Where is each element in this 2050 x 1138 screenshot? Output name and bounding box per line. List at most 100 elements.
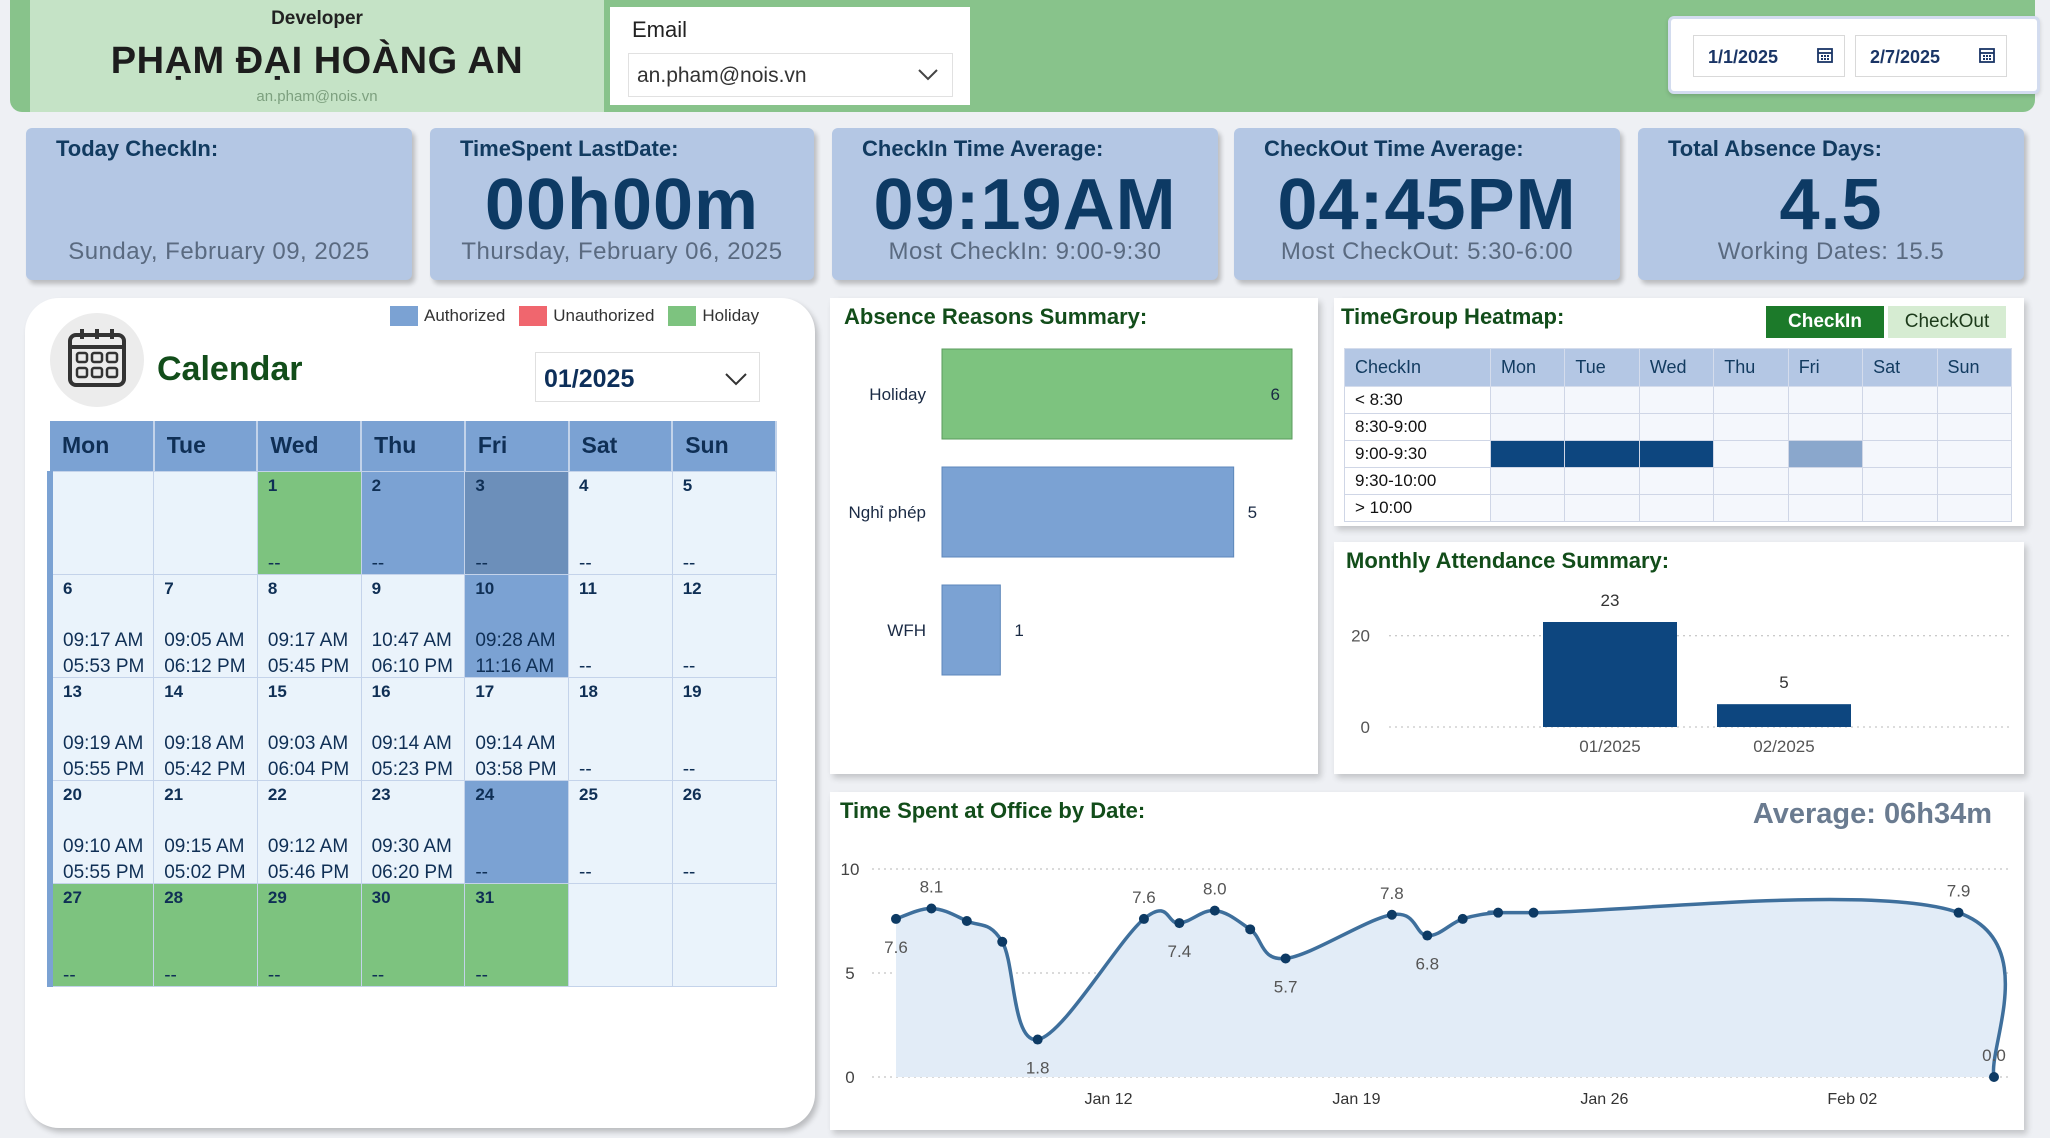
calendar-day-cell[interactable]: 3 --	[464, 470, 570, 575]
heatmap-cell[interactable]	[1936, 440, 2013, 468]
heatmap-cell[interactable]	[1564, 386, 1640, 414]
calendar-day-cell[interactable]: 2 --	[360, 470, 466, 575]
legend-item-unauthorized[interactable]: Unauthorized	[519, 306, 654, 326]
heatmap-cell[interactable]	[1862, 440, 1938, 468]
calendar-day-cell[interactable]: 24 --	[464, 779, 570, 884]
calendar-day-cell[interactable]: 31 --	[464, 882, 570, 987]
x-tick-label: 01/2025	[1579, 737, 1640, 756]
month-dropdown[interactable]: 01/2025	[535, 352, 760, 402]
heatmap-cell[interactable]	[1787, 494, 1864, 522]
calendar-day-cell[interactable]: 12 --	[671, 573, 777, 678]
data-point[interactable]	[1493, 907, 1504, 918]
calendar-day-cell[interactable]: 21 09:15 AM 05:02 PM	[153, 779, 258, 884]
legend-item-holiday[interactable]: Holiday	[668, 306, 759, 326]
heatmap-cell[interactable]	[1564, 413, 1640, 441]
heatmap-cell[interactable]	[1713, 386, 1789, 414]
heatmap-cell[interactable]	[1862, 467, 1938, 495]
heatmap-cell[interactable]	[1787, 386, 1864, 414]
data-point[interactable]	[926, 903, 937, 914]
heatmap-cell[interactable]	[1787, 413, 1864, 441]
heatmap-cell[interactable]	[1862, 413, 1938, 441]
heatmap-cell[interactable]	[1489, 386, 1566, 414]
heatmap-cell[interactable]	[1638, 494, 1715, 522]
calendar-day-cell[interactable]: 15 09:03 AM 06:04 PM	[256, 676, 362, 781]
attendance-bar[interactable]	[1543, 622, 1677, 727]
calendar-day-cell[interactable]: 20 09:10 AM 05:55 PM	[47, 779, 155, 884]
calendar-day-cell[interactable]: 14 09:18 AM 05:42 PM	[153, 676, 258, 781]
data-point[interactable]	[961, 916, 972, 926]
data-point[interactable]	[1138, 913, 1149, 924]
heatmap-cell[interactable]	[1787, 467, 1864, 495]
calendar-day-cell[interactable]: 5 --	[671, 470, 777, 575]
data-point[interactable]	[1032, 1034, 1043, 1045]
data-point[interactable]	[1280, 953, 1291, 964]
absence-bar[interactable]	[941, 348, 1293, 440]
heatmap-cell[interactable]	[1638, 413, 1715, 441]
calendar-day-cell[interactable]: 17 09:14 AM 03:58 PM	[464, 676, 570, 781]
heatmap-cell[interactable]	[1713, 467, 1789, 495]
calendar-day-cell[interactable]: 8 09:17 AM 05:45 PM	[256, 573, 362, 678]
calendar-day-cell[interactable]: 28 --	[153, 882, 258, 987]
heatmap-cell[interactable]	[1862, 494, 1938, 522]
heatmap-cell[interactable]	[1713, 413, 1789, 441]
calendar-day-cell[interactable]: 25 --	[568, 779, 673, 884]
calendar-icon[interactable]	[1978, 46, 1996, 64]
heatmap-cell[interactable]	[1936, 494, 2013, 522]
calendar-day-cell[interactable]: 30 --	[360, 882, 466, 987]
heatmap-cell[interactable]	[1713, 494, 1789, 522]
calendar-day-cell[interactable]: 16 09:14 AM 05:23 PM	[360, 676, 466, 781]
calendar-day-cell[interactable]: 10 09:28 AM 11:16 AM	[464, 573, 570, 678]
data-point[interactable]	[1953, 907, 1964, 918]
absence-bar[interactable]	[941, 466, 1235, 558]
calendar-day-cell[interactable]: 1 --	[256, 470, 362, 575]
legend-item-authorized[interactable]: Authorized	[390, 306, 505, 326]
data-point[interactable]	[891, 913, 901, 924]
calendar-day-cell[interactable]: 4 --	[568, 470, 673, 575]
data-point[interactable]	[1989, 1072, 1999, 1082]
heatmap-cell[interactable]	[1936, 386, 2013, 414]
calendar-day-cell[interactable]: 7 09:05 AM 06:12 PM	[153, 573, 258, 678]
heatmap-cell[interactable]	[1638, 467, 1715, 495]
heatmap-cell[interactable]	[1936, 413, 2013, 441]
calendar-day-cell[interactable]: 13 09:19 AM 05:55 PM	[47, 676, 155, 781]
calendar-day-cell[interactable]: 27 --	[47, 882, 155, 987]
data-point[interactable]	[997, 936, 1008, 947]
heatmap-cell[interactable]	[1489, 494, 1566, 522]
heatmap-cell[interactable]	[1787, 440, 1864, 468]
calendar-day-cell[interactable]: 11 --	[568, 573, 673, 678]
data-point[interactable]	[1386, 909, 1397, 920]
data-point[interactable]	[1245, 924, 1256, 935]
calendar-day-cell[interactable]: 9 10:47 AM 06:10 PM	[360, 573, 466, 678]
heatmap-cell[interactable]	[1489, 413, 1566, 441]
heatmap-cell[interactable]	[1564, 467, 1640, 495]
heatmap-cell[interactable]	[1564, 440, 1640, 468]
heatmap-cell[interactable]	[1489, 467, 1566, 495]
heatmap-cell[interactable]	[1638, 386, 1715, 414]
data-point[interactable]	[1528, 907, 1539, 918]
attendance-bar[interactable]	[1717, 704, 1851, 727]
calendar-day-cell[interactable]: 22 09:12 AM 05:46 PM	[256, 779, 362, 884]
checkout-toggle-button[interactable]: CheckOut	[1888, 306, 2006, 338]
data-point[interactable]	[1209, 905, 1220, 916]
heatmap-cell[interactable]	[1489, 440, 1566, 468]
calendar-icon[interactable]	[1816, 46, 1834, 64]
data-point[interactable]	[1422, 930, 1433, 941]
calendar-day-cell[interactable]: 19 --	[671, 676, 777, 781]
calendar-day-cell[interactable]: 26 --	[671, 779, 777, 884]
heatmap-cell[interactable]	[1564, 494, 1640, 522]
end-date-input[interactable]: 2/7/2025	[1855, 35, 2007, 77]
start-date-input[interactable]: 1/1/2025	[1693, 35, 1845, 77]
heatmap-cell[interactable]	[1862, 386, 1938, 414]
email-dropdown[interactable]: an.pham@nois.vn	[628, 53, 953, 97]
calendar-day-cell[interactable]: 23 09:30 AM 06:20 PM	[360, 779, 466, 884]
calendar-day-cell[interactable]: 6 09:17 AM 05:53 PM	[47, 573, 155, 678]
data-point[interactable]	[1174, 918, 1185, 929]
heatmap-cell[interactable]	[1638, 440, 1715, 468]
checkin-toggle-button[interactable]: CheckIn	[1766, 306, 1884, 338]
heatmap-cell[interactable]	[1936, 467, 2013, 495]
data-point[interactable]	[1457, 913, 1468, 924]
heatmap-cell[interactable]	[1713, 440, 1789, 468]
calendar-day-cell[interactable]: 29 --	[256, 882, 362, 987]
absence-bar[interactable]	[941, 584, 1001, 676]
calendar-day-cell[interactable]: 18 --	[568, 676, 673, 781]
